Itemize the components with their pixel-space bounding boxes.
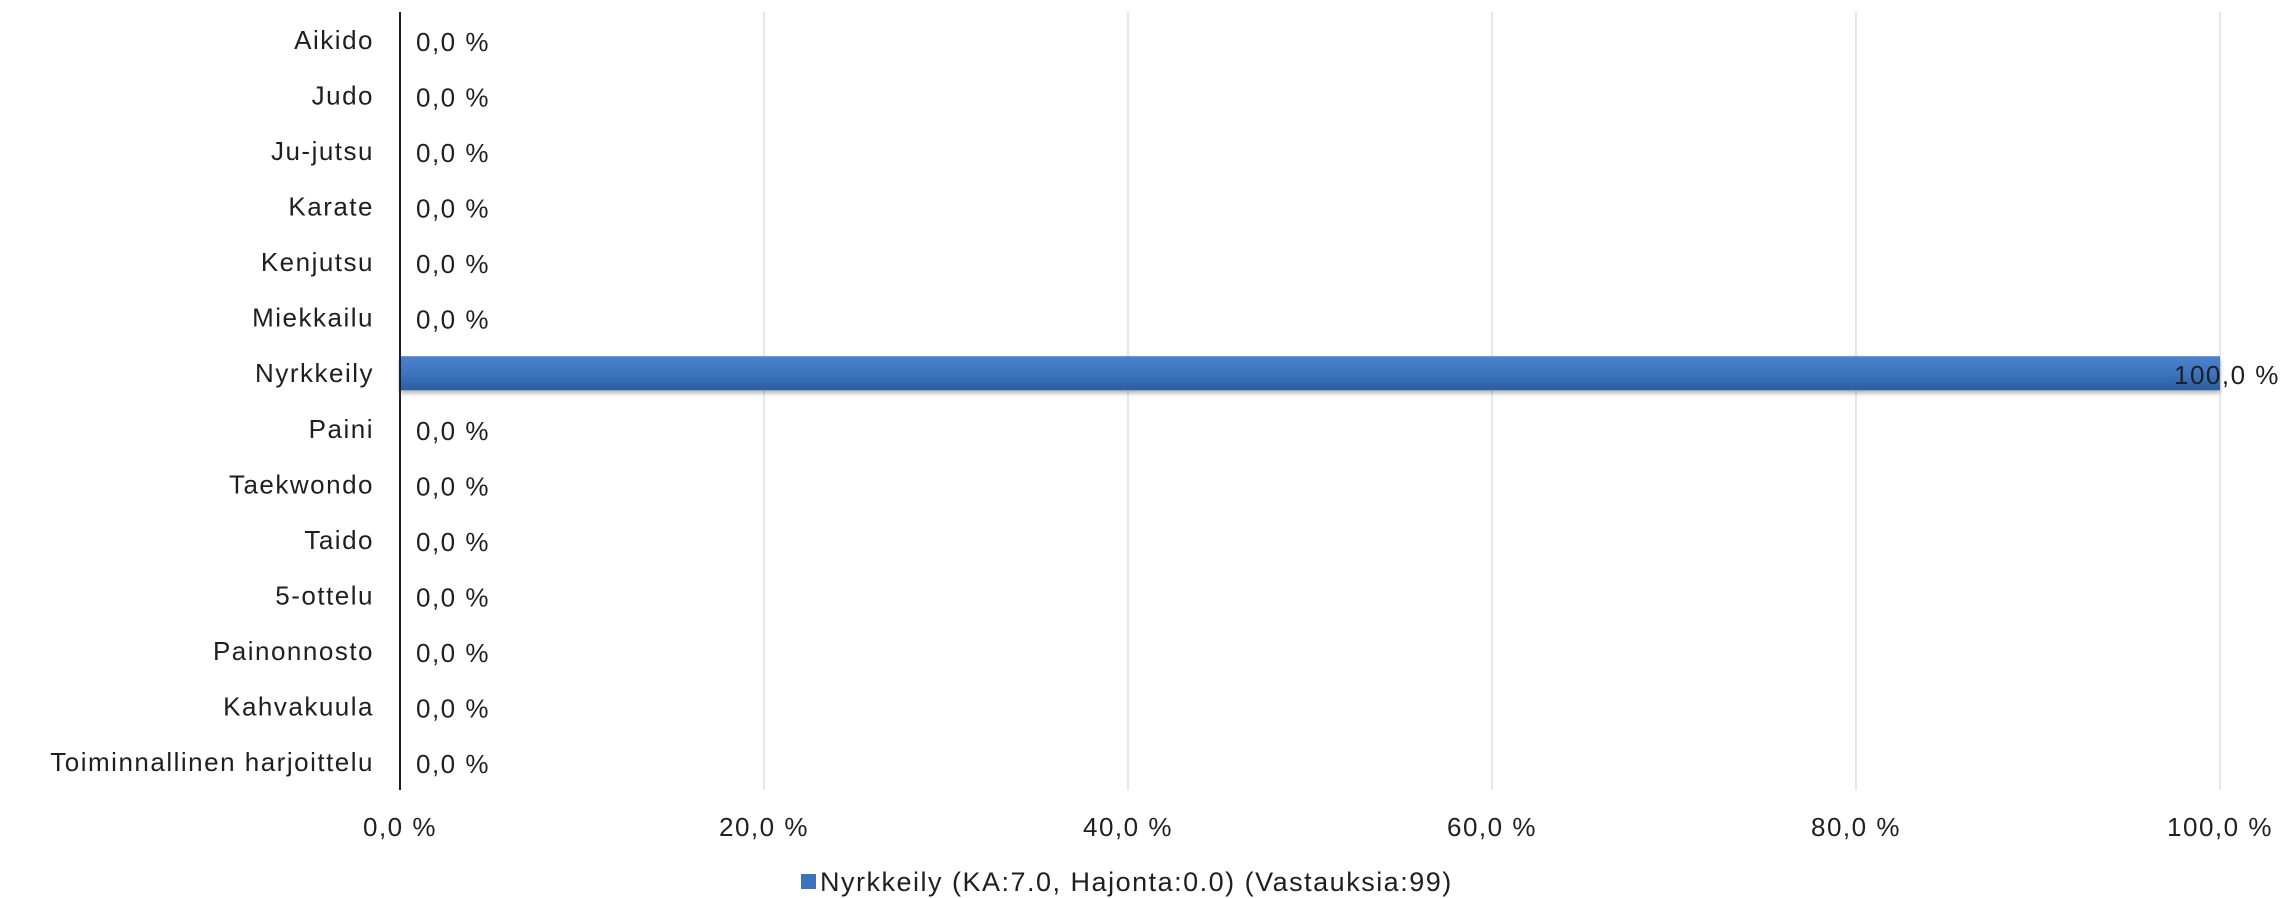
- value-label: 100,0 %: [2174, 360, 2280, 390]
- gridlines: [763, 12, 2221, 790]
- x-tick-label: 20,0 %: [719, 812, 809, 842]
- value-label: 0,0 %: [416, 305, 490, 335]
- category-label: Judo: [312, 80, 374, 110]
- value-label: 0,0 %: [416, 27, 490, 57]
- value-label: 0,0 %: [416, 138, 490, 168]
- category-label: Miekkailu: [252, 303, 374, 333]
- legend-swatch: [801, 874, 816, 889]
- category-label: Paini: [309, 414, 374, 444]
- value-labels: 0,0 % 0,0 % 0,0 % 0,0 % 0,0 % 0,0 % 100,0 % 0,0…: [416, 27, 2280, 779]
- legend: Nyrkkeily (KA:7.0, Hajonta:0.0) (Vastauk…: [801, 867, 1453, 897]
- value-label: 0,0 %: [416, 82, 490, 112]
- x-tick-label: 100,0 %: [2167, 812, 2273, 842]
- category-label: Ju-jutsu: [271, 136, 374, 166]
- category-label: Kenjutsu: [261, 247, 374, 277]
- value-label: 0,0 %: [416, 694, 490, 724]
- value-label: 0,0 %: [416, 527, 490, 557]
- category-label: Karate: [288, 192, 374, 222]
- value-label: 0,0 %: [416, 249, 490, 279]
- value-label: 0,0 %: [416, 416, 490, 446]
- category-label: Kahvakuula: [223, 692, 374, 722]
- value-label: 0,0 %: [416, 471, 490, 501]
- x-tick-labels: 0,0 % 20,0 % 40,0 % 60,0 % 80,0 % 100,0 %: [363, 812, 2273, 842]
- value-label: 0,0 %: [416, 194, 490, 224]
- x-tick-label: 80,0 %: [1811, 812, 1901, 842]
- x-tick-label: 60,0 %: [1447, 812, 1537, 842]
- category-label: Painonnosto: [213, 636, 374, 666]
- bars: [400, 356, 2220, 391]
- legend-label: Nyrkkeily (KA:7.0, Hajonta:0.0) (Vastauk…: [820, 867, 1453, 897]
- category-label: Aikido: [294, 25, 374, 55]
- category-label: 5-ottelu: [275, 581, 374, 611]
- value-label: 0,0 %: [416, 583, 490, 613]
- category-label: Taekwondo: [229, 469, 374, 499]
- bar: [400, 356, 2220, 391]
- x-tick-label: 40,0 %: [1083, 812, 1173, 842]
- category-label: Taido: [304, 525, 374, 555]
- category-label: Toiminnallinen harjoittelu: [50, 747, 374, 777]
- value-label: 0,0 %: [416, 638, 490, 668]
- x-tick-label: 0,0 %: [363, 812, 437, 842]
- value-label: 0,0 %: [416, 749, 490, 779]
- category-label: Nyrkkeily: [255, 358, 374, 388]
- category-labels: Aikido Judo Ju-jutsu Karate Kenjutsu Miekkail…: [50, 25, 374, 777]
